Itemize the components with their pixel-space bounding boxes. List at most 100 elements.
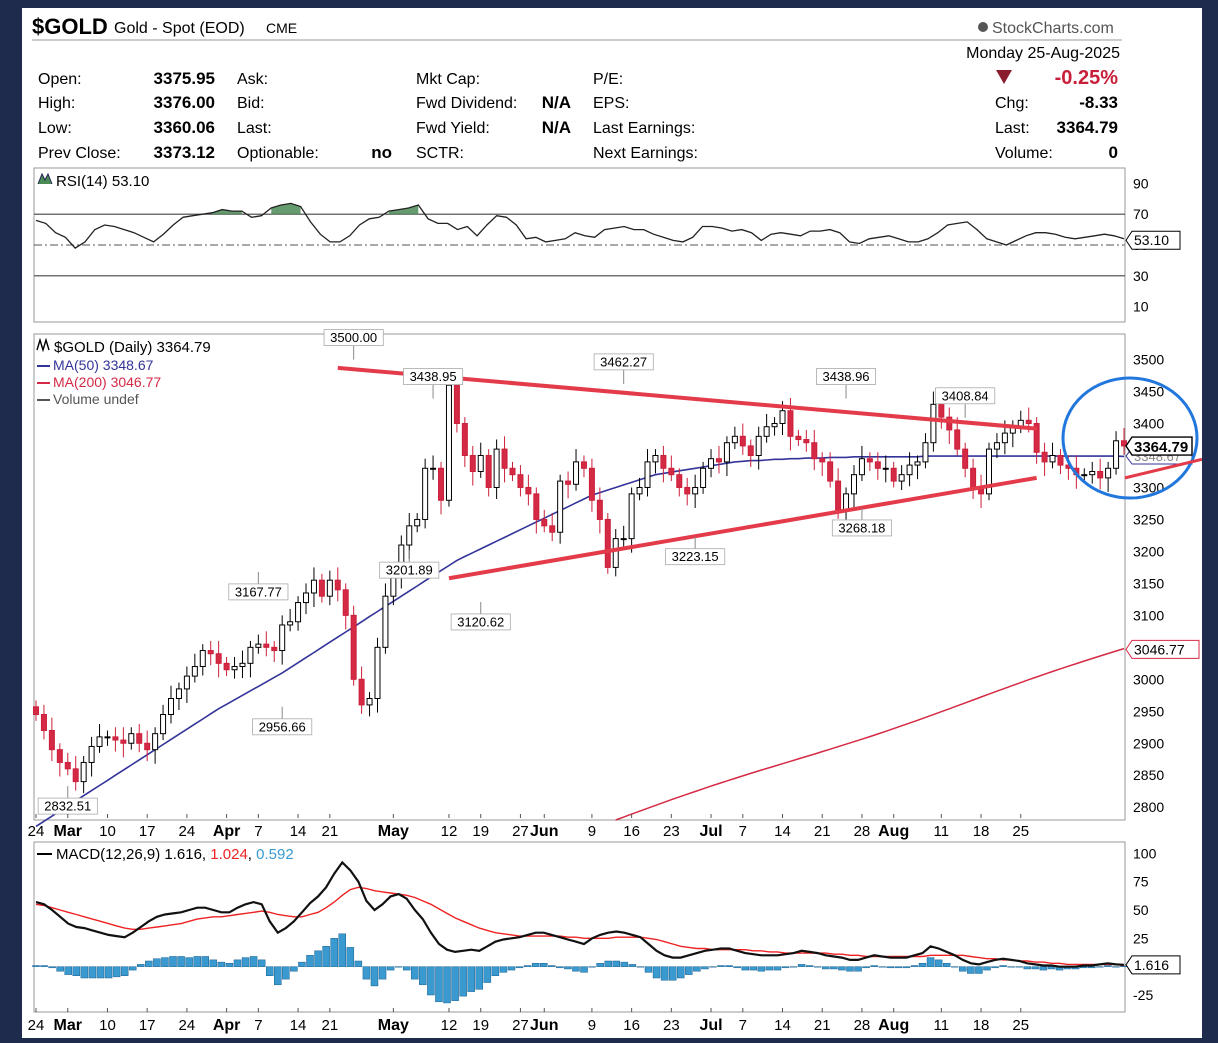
candle [747, 445, 754, 457]
candle [255, 643, 262, 648]
candle [40, 713, 47, 731]
annotation-box [403, 368, 464, 385]
macd-histogram-bar [1112, 966, 1120, 968]
macd-histogram-bar [64, 966, 72, 975]
macd-value: MACD(12,26,9) 1.616, [56, 846, 210, 863]
ma200-value-tag [1125, 639, 1200, 659]
candle [993, 442, 1000, 450]
candle [1113, 440, 1120, 469]
candle [731, 435, 738, 444]
macd-label: MACD(12,26,9) 1.616, 1.024, 0.592 [56, 846, 294, 863]
candle [811, 442, 818, 460]
macd-x-axis: 24 Mar 10 17 24 Apr 7 14 21 May 12 19 27 Jun 9 16 23 Jul 7… [28, 1008, 1029, 1034]
x-tick-label: 14 [290, 1017, 307, 1034]
price-tick-label: 2900 [1133, 735, 1164, 751]
macd-histogram-bar [676, 966, 685, 979]
candle [112, 736, 119, 741]
macd-histogram-bar [249, 956, 258, 967]
field-value: 3360.06 [154, 118, 215, 137]
x-tick-label: 10 [99, 823, 116, 840]
candle [239, 662, 246, 668]
macd-histogram-bar [652, 966, 661, 979]
x-tick-label: Jul [699, 823, 722, 840]
macd-histogram-bar [419, 966, 427, 986]
instrument-name: Gold - Spot (EOD) [114, 20, 245, 37]
candle [287, 621, 294, 626]
macd-histogram-bar [805, 965, 814, 967]
macd-histogram-bar [48, 966, 56, 969]
macd-histogram-bar [56, 966, 64, 972]
candle [612, 538, 619, 568]
macd-histogram-bar [1079, 966, 1088, 969]
macd-histogram-bar [878, 966, 886, 968]
candle [565, 480, 572, 485]
candle [318, 579, 325, 597]
macd-histogram-bar [709, 966, 717, 968]
candle [644, 461, 651, 488]
x-tick-label: 14 [774, 1017, 791, 1034]
candle [930, 403, 937, 444]
macd-histogram-bar [1047, 966, 1056, 970]
candle [850, 474, 857, 495]
macd-histogram-bar [830, 966, 838, 970]
price-tick-label: 3150 [1133, 575, 1164, 591]
macd-histogram-bar [1007, 966, 1015, 968]
x-tick-label: 10 [99, 1017, 116, 1034]
x-tick-label: 14 [774, 823, 791, 840]
x-tick-label: 27 [512, 1017, 529, 1034]
candle [414, 518, 421, 527]
candle [453, 384, 460, 425]
x-tick-label: 25 [1012, 1017, 1029, 1034]
candle [64, 761, 71, 770]
macd-histogram-bar [265, 966, 274, 976]
candle-legend-icon [36, 337, 50, 353]
candle [80, 761, 87, 783]
annotation-label: 3201.89 [386, 563, 433, 578]
macd-histogram-bar [797, 964, 806, 967]
x-tick-label: Mar [54, 1017, 82, 1034]
candle [33, 706, 39, 715]
candle [271, 646, 278, 652]
macd-histogram-bar [620, 961, 629, 967]
annotation-label: 2832.51 [44, 799, 91, 814]
candle [525, 486, 532, 495]
macd-histogram-bar [443, 966, 451, 1004]
field-label: Last: [237, 120, 272, 137]
candle [501, 448, 508, 469]
x-tick-label: 16 [623, 823, 640, 840]
macd-histogram-bar [757, 966, 766, 972]
candle [1041, 451, 1048, 463]
candle [620, 538, 627, 541]
macd-histogram-bar [467, 966, 475, 992]
candle [303, 592, 310, 604]
candle [668, 467, 675, 476]
x-tick-label: 21 [321, 823, 338, 840]
macd-histogram-bar [475, 966, 484, 990]
x-tick-label: Jun [530, 823, 558, 840]
price-label: $GOLD (Daily) 3364.79 [54, 339, 211, 356]
brand-link[interactable]: StockCharts.com [992, 20, 1114, 37]
macd-histogram-bar [854, 966, 862, 972]
candle [509, 467, 516, 476]
field-label: Last: [995, 120, 1030, 137]
rsi-legend-icon [37, 172, 53, 185]
macd-histogram-bar [112, 966, 121, 978]
macd-tick-label: 25 [1133, 930, 1149, 946]
macd-histogram-bar [177, 956, 185, 967]
macd-histogram-bar [660, 966, 669, 981]
macd-histogram-bar [523, 965, 532, 967]
candle [882, 467, 889, 470]
macd-histogram-bar [539, 963, 548, 967]
candle [477, 455, 484, 472]
field-label: Last Earnings: [593, 120, 695, 137]
x-tick-label: 17 [139, 1017, 156, 1034]
candle [970, 467, 977, 488]
field-label: Low: [38, 120, 72, 137]
last-price-text: 3364.79 [1134, 439, 1188, 456]
macd-histogram-bar [685, 966, 693, 975]
macd-histogram-bar [741, 966, 749, 971]
x-tick-label: 27 [512, 823, 529, 840]
annotation-label: 3223.15 [672, 549, 719, 564]
candle [954, 429, 961, 450]
quote-date: Monday 25-Aug-2025 [966, 45, 1120, 62]
